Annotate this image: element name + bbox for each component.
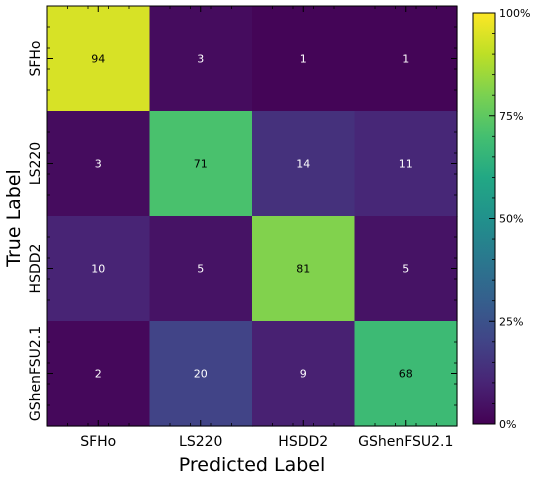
- y-axis-label: True Label: [3, 169, 25, 268]
- colorbar-tick-label: 100%: [499, 7, 530, 20]
- cell-value-label: 14: [296, 158, 310, 171]
- cell-value-label: 5: [402, 263, 409, 276]
- heatmap-cell: [149, 216, 253, 322]
- x-tick-label: LS220: [179, 434, 222, 450]
- heatmap-cell: [354, 111, 458, 217]
- cell-value-label: 10: [91, 263, 105, 276]
- cell-value-label: 1: [300, 53, 307, 66]
- heatmap-cell: [252, 111, 356, 217]
- colorbar-tick-label: 0%: [499, 418, 516, 431]
- cell-value-label: 1: [402, 53, 409, 66]
- plot-border: [46, 5, 458, 427]
- cell-value-label: 11: [399, 158, 413, 171]
- heatmap-cell: [252, 216, 356, 322]
- heatmap-cell: [47, 6, 151, 112]
- heatmap-cell: [252, 6, 356, 112]
- y-tick-label: LS220: [28, 142, 44, 185]
- cell-value-label: 5: [197, 263, 204, 276]
- x-tick-label: SFHo: [80, 434, 116, 450]
- y-tick-label: GShenFSU2.1: [28, 326, 44, 421]
- axes: SFHo LS220 HSDD2 GShenFSU2.1 SFHo LS220 HSDD2 G…: [28, 6, 457, 450]
- cell-value-label: 2: [95, 368, 102, 381]
- heatmap-cell: [149, 321, 253, 427]
- cell-value-label: 3: [197, 53, 204, 66]
- cell-value-label: 68: [399, 368, 413, 381]
- cell-value-label: 94: [91, 53, 105, 66]
- colorbar: 0% 25% 50% 75% 100%: [472, 7, 530, 431]
- heatmap-cell: [252, 321, 356, 427]
- heatmap-cell: [47, 111, 151, 217]
- cell-value-label: 9: [300, 368, 307, 381]
- x-tick-label: HSDD2: [278, 434, 328, 450]
- heatmap-cell: [149, 111, 253, 217]
- y-tick-label: SFHo: [28, 40, 44, 76]
- cell-value-label: 3: [95, 158, 102, 171]
- heatmap-cell: [354, 321, 458, 427]
- colorbar-tick-label: 75%: [499, 110, 523, 123]
- y-tick-label: HSDD2: [28, 244, 44, 294]
- cell-value-label: 20: [194, 368, 208, 381]
- plot-frame: [46, 5, 458, 427]
- cell-value-label: 81: [296, 263, 310, 276]
- x-tick-label: GShenFSU2.1: [358, 434, 453, 450]
- heatmap-cell: [47, 216, 151, 322]
- colorbar-tick-label: 25%: [499, 315, 523, 328]
- x-axis-label: Predicted Label: [179, 454, 326, 476]
- heatmap-cell: [47, 321, 151, 427]
- heatmap-cell: [354, 216, 458, 322]
- cell-value-label: 71: [194, 158, 208, 171]
- heatmap-cell: [354, 6, 458, 112]
- colorbar-tick-label: 50%: [499, 213, 523, 226]
- heatmap-cell: [149, 6, 253, 112]
